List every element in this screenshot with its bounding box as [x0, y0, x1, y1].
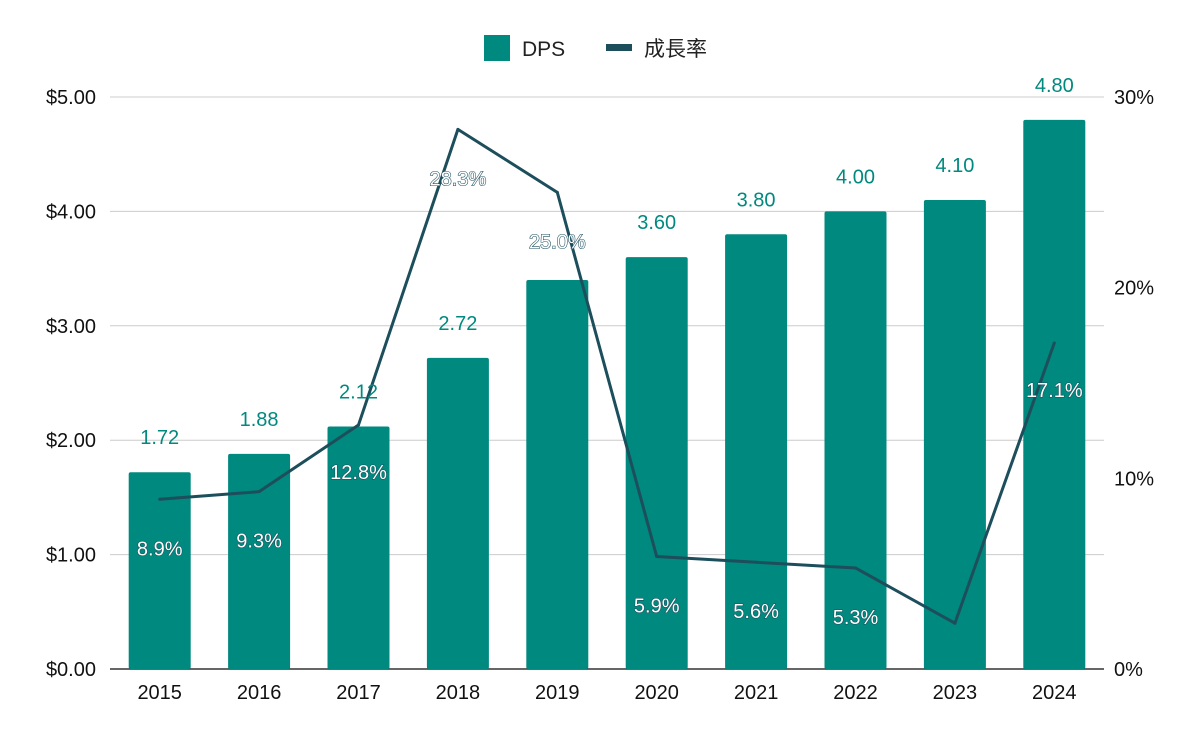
dps-bar-label: 3.80 — [737, 189, 776, 211]
legend: DPS 成長率 — [484, 35, 707, 61]
legend-label-dps: DPS — [522, 38, 565, 61]
dps-bar — [824, 211, 887, 669]
growth-point — [655, 555, 659, 559]
dps-bar — [625, 257, 688, 669]
right-tick-label: 20% — [1114, 278, 1154, 300]
left-tick-label: $3.00 — [46, 316, 96, 338]
dps-bar-label: 3.60 — [637, 212, 676, 234]
growth-point-label: 12.8% — [330, 462, 387, 484]
dps-bar-label: 1.88 — [240, 409, 279, 431]
growth-point — [158, 497, 162, 501]
dps-bar — [426, 357, 489, 669]
growth-point-label: 5.9% — [634, 596, 680, 618]
x-tick-label: 2018 — [436, 682, 481, 704]
dps-data-labels: 1.72 1.88 2.12 2.72 3.60 3.80 4.00 4.10 4.80 — [140, 75, 1074, 449]
right-axis-ticks: 0% 10% 20% 30% — [1114, 87, 1154, 681]
growth-point-label: 25.0% — [529, 231, 586, 253]
x-tick-label: 2021 — [734, 682, 779, 704]
x-tick-label: 2024 — [1032, 682, 1077, 704]
x-tick-label: 2020 — [634, 682, 679, 704]
growth-point-label: 9.3% — [236, 531, 282, 553]
growth-point — [456, 127, 460, 131]
dps-bar-label: 4.10 — [935, 155, 974, 177]
dps-bar-label: 4.80 — [1035, 75, 1074, 97]
growth-point-label: 5.6% — [733, 601, 779, 623]
dps-bar-label: 2.12 — [339, 381, 378, 403]
dps-bar-label: 2.72 — [438, 313, 477, 335]
x-tick-label: 2017 — [336, 682, 381, 704]
left-tick-label: $0.00 — [46, 659, 96, 681]
left-tick-label: $2.00 — [46, 430, 96, 452]
dps-bar — [327, 426, 390, 669]
dps-bars — [128, 119, 1086, 669]
x-tick-label: 2023 — [933, 682, 978, 704]
dps-bar — [1023, 119, 1086, 669]
x-tick-label: 2022 — [833, 682, 878, 704]
left-tick-label: $1.00 — [46, 545, 96, 567]
dps-bar-label: 4.00 — [836, 166, 875, 188]
x-tick-label: 2015 — [137, 682, 182, 704]
dps-bar — [923, 199, 986, 669]
legend-swatch-growth — [606, 44, 632, 51]
left-tick-label: $4.00 — [46, 201, 96, 223]
growth-point-label: 5.3% — [833, 607, 879, 629]
growth-point — [357, 423, 360, 427]
dps-bar — [526, 280, 589, 669]
growth-point-label: 8.9% — [137, 538, 183, 560]
growth-point — [754, 560, 758, 564]
growth-point — [555, 190, 559, 194]
dps-bar — [128, 472, 191, 669]
growth-line — [158, 127, 1056, 625]
growth-point — [953, 621, 957, 625]
growth-point — [257, 490, 261, 494]
growth-point-label: 17.1% — [1026, 380, 1083, 402]
left-tick-label: $5.00 — [46, 87, 96, 109]
legend-label-growth: 成長率 — [644, 38, 707, 61]
dps-bar-label: 1.72 — [140, 427, 179, 449]
growth-data-labels: 8.9% 9.3% 12.8% 28.3% 25.0% 5.9% 5.6% 5.3% 17.1% — [136, 168, 1083, 630]
right-tick-label: 0% — [1114, 659, 1143, 681]
x-tick-label: 2016 — [237, 682, 282, 704]
growth-series-line — [159, 127, 1056, 625]
right-tick-label: 30% — [1114, 87, 1154, 109]
dps-bar — [228, 453, 291, 669]
growth-point — [1052, 341, 1056, 345]
right-tick-label: 10% — [1114, 468, 1154, 490]
x-tick-label: 2019 — [535, 682, 580, 704]
legend-swatch-dps — [484, 35, 510, 61]
growth-point-label: 28.3% — [430, 168, 487, 190]
left-axis-ticks: $0.00 $1.00 $2.00 $3.00 $4.00 $5.00 — [46, 87, 96, 681]
growth-point — [854, 566, 857, 570]
x-axis-ticks: 2015 2016 2017 2018 2019 2020 2021 2022 2023 2024 — [137, 682, 1076, 704]
